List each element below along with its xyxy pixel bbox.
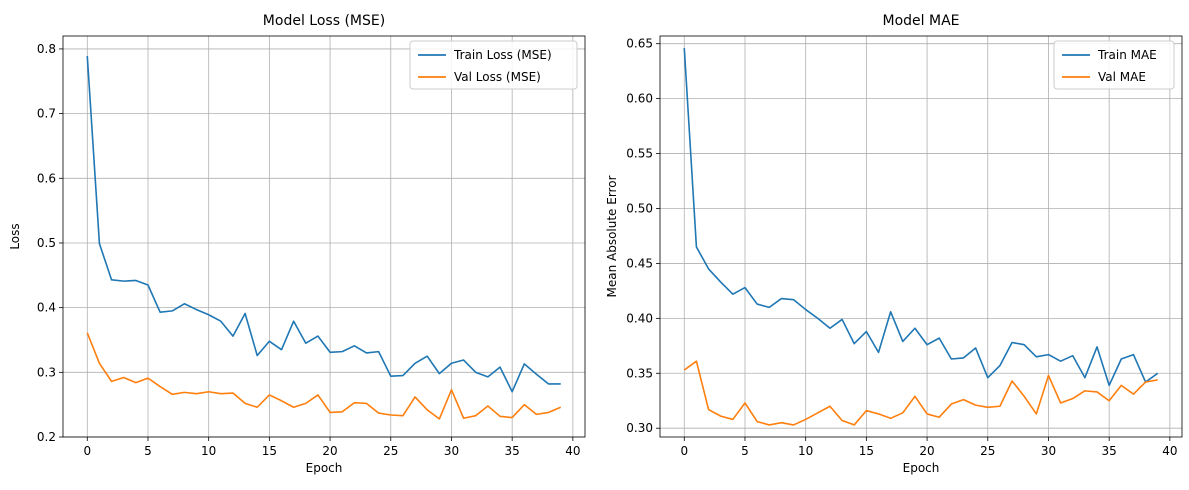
loss-xtick-label: 10 [201,444,216,458]
mae-ytick-label: 0.35 [626,366,653,380]
loss-xtick-label: 25 [383,444,398,458]
mae-ytick-label: 0.30 [626,421,653,435]
loss-legend-train-label: Train Loss (MSE) [453,48,552,62]
loss-xtick-label: 5 [144,444,152,458]
mae-ytick-label: 0.40 [626,311,653,325]
mae-xtick-label: 20 [919,444,934,458]
mae-ytick-label: 0.45 [626,256,653,270]
loss-ytick-label: 0.3 [37,365,56,379]
mae-series-val-line [683,360,1158,426]
mae-xtick-label: 0 [680,444,688,458]
mae-chart: 0 5 10 15 20 25 30 35 40 0.30 0.35 0.40 0.45 0.50 0.55… [605,13,1183,475]
loss-series-val-line [86,332,562,420]
mae-chart-title: Model MAE [883,13,960,29]
mae-ytick-label: 0.60 [626,92,653,106]
mae-legend-val-label: Val MAE [1098,70,1146,84]
loss-ytick-label: 0.8 [37,42,56,56]
loss-xtick-label: 20 [322,444,337,458]
mae-xtick-label: 35 [1102,444,1117,458]
mae-xtick-label: 30 [1041,444,1056,458]
mae-xtick-label: 5 [741,444,749,458]
mae-plot-frame [659,35,1183,438]
mae-ytick-label: 0.65 [626,37,653,51]
loss-series-train-line [86,55,561,393]
mae-xtick-label: 15 [859,444,874,458]
mae-ytick-label: 0.55 [626,147,653,161]
mae-xtick-label: 25 [980,444,995,458]
mae-series-train-line [683,48,1159,387]
loss-x-axis-label: Epoch [306,461,343,475]
loss-ytick-label: 0.6 [37,171,56,185]
mae-y-axis-label: Mean Absolute Error [605,175,619,297]
loss-plot-frame [62,35,586,438]
loss-legend: Train Loss (MSE) Val Loss (MSE) [409,40,578,90]
loss-legend-box [409,40,578,90]
mae-xtick-label: 10 [798,444,813,458]
mae-legend-train-label: Train MAE [1097,48,1157,62]
loss-ytick-label: 0.2 [37,430,56,444]
loss-xtick-label: 15 [262,444,277,458]
loss-y-axis-label: Loss [8,223,22,249]
mae-ytick-label: 0.50 [626,201,653,215]
loss-ytick-label: 0.4 [37,301,56,315]
mae-legend: Train MAE Val MAE [1053,40,1175,90]
mae-x-axis-label: Epoch [903,461,940,475]
loss-xtick-label: 40 [565,444,580,458]
loss-xtick-label: 30 [444,444,459,458]
loss-xtick-label: 0 [83,444,91,458]
loss-chart: 0 5 10 15 20 25 30 35 40 0.2 0.3 0.4 0.5 0.6 0.7 0.8 Mod… [8,13,586,475]
mae-xtick-label: 40 [1162,444,1177,458]
loss-ytick-label: 0.5 [37,236,56,250]
loss-chart-title: Model Loss (MSE) [263,13,385,29]
loss-xtick-label: 35 [505,444,520,458]
loss-legend-val-label: Val Loss (MSE) [454,70,541,84]
loss-ytick-label: 0.7 [37,107,56,121]
